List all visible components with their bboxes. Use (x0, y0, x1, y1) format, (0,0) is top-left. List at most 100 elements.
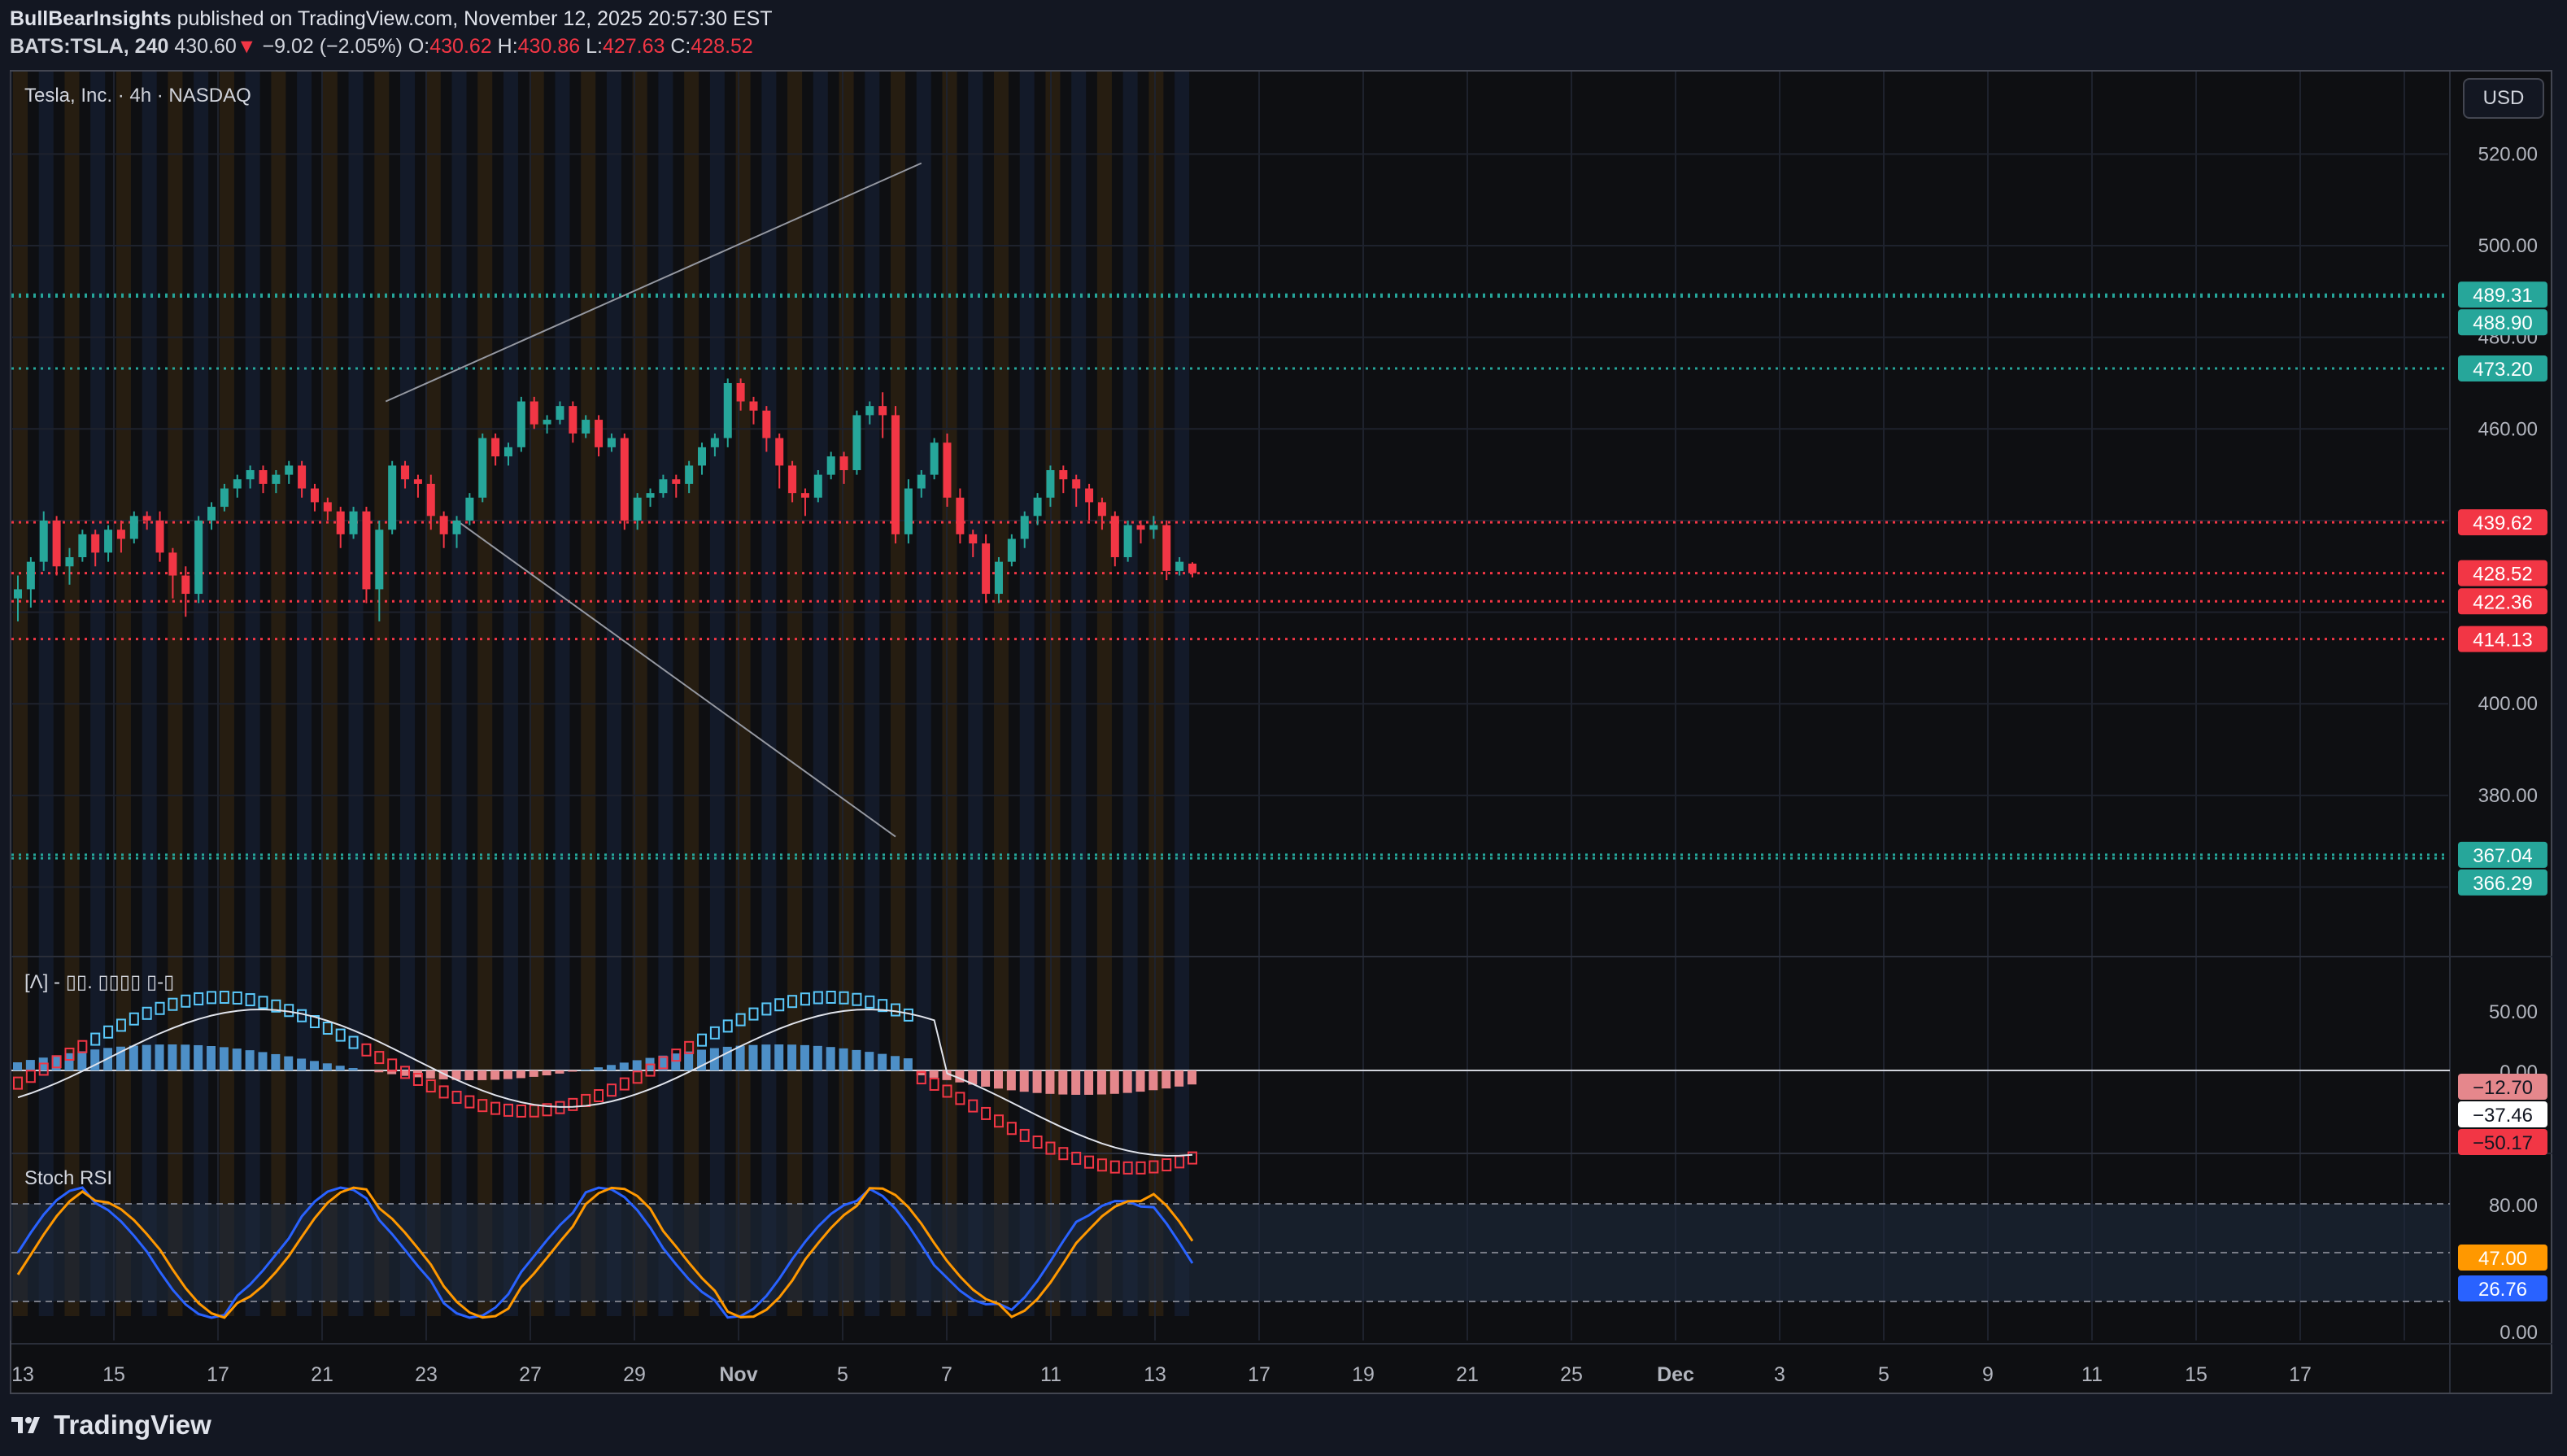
candle-body (1175, 561, 1184, 571)
candle-body (736, 382, 745, 402)
macd-signal-box (387, 1058, 398, 1072)
candle-body (1188, 563, 1196, 573)
time-tick-label: Dec (1657, 1363, 1694, 1386)
candle (556, 401, 564, 425)
macd-histogram-bar (1135, 1070, 1145, 1092)
currency-button[interactable]: USD (2463, 78, 2544, 119)
footer: TradingView (10, 1407, 211, 1443)
candle-body (646, 493, 655, 498)
macd-signal-box (155, 1001, 165, 1015)
candle-body (375, 530, 384, 590)
macd-histogram-bar (852, 1049, 861, 1070)
price-tag-label: 488.90 (2473, 312, 2532, 334)
macd-histogram-bar (955, 1070, 965, 1083)
candle (104, 525, 113, 562)
candle (39, 511, 48, 571)
macd-histogram-bar (516, 1070, 525, 1079)
candle (569, 401, 577, 443)
rsi-tag-bg (2458, 1245, 2547, 1271)
macd-histogram-bar (451, 1070, 461, 1080)
macd-tag-bg (2458, 1101, 2547, 1127)
time-tick-label: 25 (1560, 1363, 1583, 1386)
candle (298, 460, 307, 498)
macd-histogram-bar (309, 1061, 319, 1070)
time-tick-label: 19 (1352, 1363, 1375, 1386)
candle-body (1020, 516, 1029, 539)
session-band (90, 72, 106, 1316)
macd-signal-box (194, 992, 204, 1005)
macd-signal-box (671, 1048, 682, 1062)
price-tag-bg (2458, 309, 2547, 336)
price-tag-label: 473.20 (2473, 359, 2532, 381)
macd-histogram-bar (142, 1044, 151, 1070)
candle (168, 547, 177, 599)
candle (1175, 557, 1184, 576)
session-band (529, 72, 544, 1316)
macd-histogram-bar (1058, 1070, 1068, 1095)
macd-histogram-bar (387, 1070, 397, 1075)
candle-body (595, 420, 604, 447)
macd-tag-label: −12.70 (2473, 1077, 2533, 1099)
price-level-tag: 366.29 (2458, 869, 2547, 896)
macd-histogram-bar (826, 1047, 835, 1070)
candle (878, 392, 887, 438)
price-tag-label: 489.31 (2473, 285, 2532, 307)
macd-signal-box (826, 991, 836, 1005)
macd-histogram-bar (891, 1056, 900, 1070)
price-tag-label: 422.36 (2473, 591, 2532, 613)
macd-histogram-bar (787, 1044, 797, 1070)
macd-histogram-bar (115, 1046, 125, 1070)
candle-body (930, 442, 939, 475)
price-tick-label: 520.00 (2478, 143, 2538, 165)
macd-signal-box (1135, 1161, 1146, 1175)
macd-signal-box (942, 1084, 952, 1098)
candle-body (233, 479, 242, 489)
session-band (555, 72, 570, 1316)
stoch-rsi-legend[interactable]: Stoch RSI (24, 1167, 113, 1189)
macd-signal-box (606, 1083, 617, 1097)
candle (336, 507, 345, 548)
macd-histogram-bar (400, 1070, 410, 1076)
symbol-bar: BATS:TSLA, 240 430.60▼ −9.02 (−2.05%) O:… (10, 33, 753, 60)
macd-histogram-bar (207, 1045, 216, 1070)
price-change: −9.02 (−2.05%) (262, 35, 403, 58)
candle-body (388, 465, 397, 530)
candle-body (943, 442, 952, 498)
price-level-tag: 428.52 (2458, 560, 2547, 586)
candle (543, 415, 551, 434)
macd-signal-box (800, 992, 810, 1006)
macd-signal-box (207, 991, 217, 1005)
candle (220, 483, 229, 512)
candle (78, 530, 87, 562)
close-label: C: (670, 35, 691, 58)
macd-signal-box (168, 997, 178, 1011)
macd-histogram-bar (568, 1070, 577, 1072)
candle (1059, 465, 1068, 494)
macd-histogram-bar (374, 1070, 384, 1073)
time-tick-label: 7 (941, 1363, 952, 1386)
session-band (374, 72, 390, 1316)
macd-signal-box (412, 1072, 423, 1086)
macd-signal-box (245, 993, 255, 1007)
macd-signal-box (77, 1040, 88, 1053)
macd-histogram-bar (1006, 1070, 1016, 1091)
candle (181, 566, 190, 617)
candle-body (1149, 525, 1158, 530)
trendline (455, 520, 896, 838)
candle-body (362, 511, 371, 590)
macd-histogram-bar (232, 1048, 242, 1070)
macd-signal-box (594, 1089, 604, 1103)
macd-histogram-bar (1175, 1070, 1184, 1087)
macd-signal-box (916, 1071, 926, 1085)
macd-signal-box (878, 999, 888, 1013)
price-level-tag: 439.62 (2458, 509, 2547, 536)
rsi-tick-label: 80.00 (2489, 1195, 2538, 1217)
macd-signal-box (865, 995, 875, 1009)
price-tag-bg (2458, 841, 2547, 868)
candle-body (891, 415, 900, 534)
macd-histogram-bar (297, 1058, 307, 1070)
macd-histogram-bar (335, 1066, 345, 1070)
macd-legend[interactable]: [Λ] - ▯▯. ▯▯▯▯ ▯-▯ (24, 971, 175, 993)
candle-body (168, 552, 177, 576)
